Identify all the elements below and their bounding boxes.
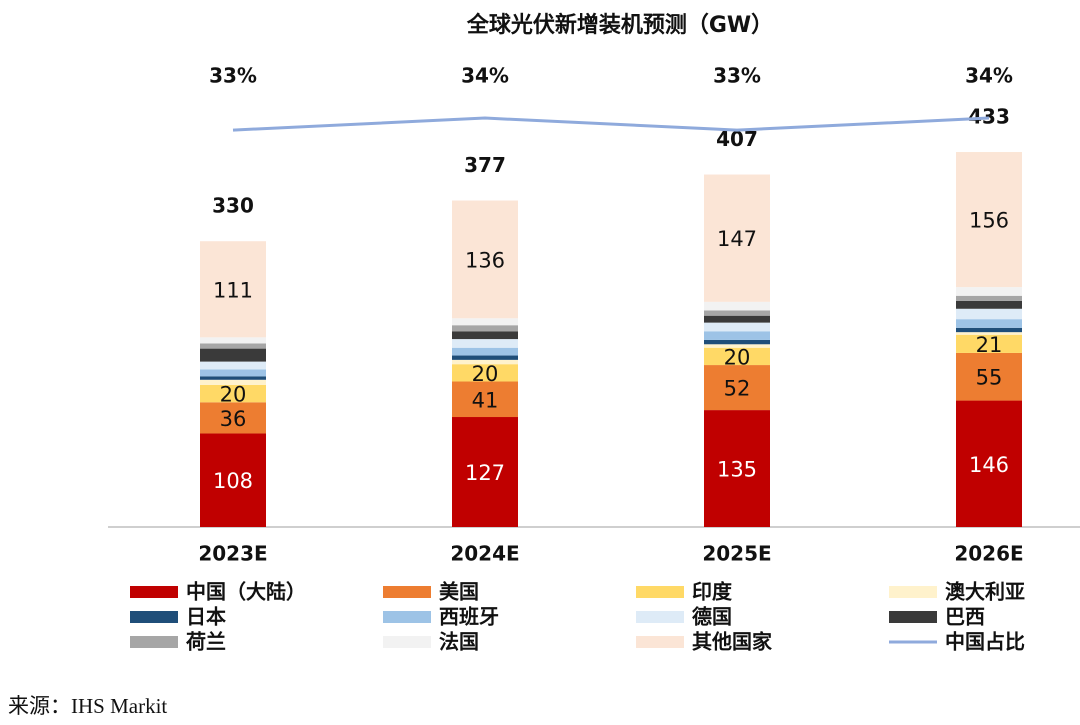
share-label: 33% — [209, 64, 257, 88]
legend-swatch — [130, 611, 178, 623]
bar-segment — [200, 433, 266, 527]
legend-swatch — [383, 636, 431, 648]
legend-label: 其他国家 — [692, 630, 773, 654]
legend-label: 日本 — [186, 605, 226, 629]
bar-segment — [704, 315, 770, 323]
x-tick-label: 2024E — [450, 542, 519, 566]
total-label: 377 — [464, 153, 506, 177]
bar-segment — [956, 332, 1022, 335]
bar-segment — [452, 381, 518, 418]
bar-segment — [704, 410, 770, 527]
legend-label: 巴西 — [945, 605, 985, 629]
legend-label: 法国 — [439, 630, 479, 654]
legend-swatch — [889, 586, 937, 598]
x-tick-label: 2023E — [198, 542, 267, 566]
legend-swatch — [383, 586, 431, 598]
legend-swatch — [383, 611, 431, 623]
bar-segment — [956, 319, 1022, 328]
data-label: 136 — [465, 248, 505, 272]
legend-label: 美国 — [439, 580, 479, 604]
data-label: 20 — [472, 362, 499, 386]
legend-label: 中国占比 — [945, 630, 1025, 654]
data-label: 20 — [724, 345, 751, 369]
legend-swatch — [130, 586, 178, 598]
share-label: 34% — [965, 64, 1013, 88]
data-label: 55 — [976, 366, 1003, 390]
bar-segment — [200, 402, 266, 434]
data-label: 156 — [969, 209, 1009, 233]
bar-segment — [704, 347, 770, 366]
bar-segment — [704, 310, 770, 316]
bar-segment — [200, 361, 266, 370]
bar-segment — [704, 301, 770, 311]
legend-label: 澳大利亚 — [945, 580, 1025, 604]
data-label: 127 — [465, 461, 505, 485]
x-tick-label: 2025E — [702, 542, 771, 566]
bar-segment — [956, 400, 1022, 527]
data-label: 146 — [969, 453, 1009, 477]
legend-swatch — [636, 636, 684, 648]
bar-segment — [200, 348, 266, 362]
bar-segment — [452, 339, 518, 348]
data-label: 20 — [220, 383, 247, 407]
bar-segment — [200, 369, 266, 377]
legend-label: 西班牙 — [439, 605, 499, 629]
bar-segment — [956, 327, 1022, 333]
bar-segment — [704, 339, 770, 345]
legend-label: 德国 — [692, 605, 732, 629]
total-label: 330 — [212, 194, 254, 218]
bar-segment — [452, 200, 518, 319]
data-label: 135 — [717, 458, 757, 482]
bar-segment — [452, 355, 518, 360]
bar-segment — [956, 352, 1022, 401]
bar-segment — [200, 384, 266, 403]
total-label: 433 — [968, 105, 1010, 129]
data-label: 108 — [213, 469, 253, 493]
bar-segment — [452, 331, 518, 340]
bar-segment — [956, 287, 1022, 296]
chart-title: 全球光伏新增装机预测（GW） — [466, 12, 773, 38]
bar-segment — [200, 379, 266, 385]
data-label: 41 — [472, 388, 499, 412]
legend-swatch — [130, 636, 178, 648]
bar-segment — [452, 325, 518, 332]
bar-segment — [704, 331, 770, 340]
bar-segment — [704, 344, 770, 348]
data-label: 36 — [220, 407, 247, 431]
bar-segment — [956, 308, 1022, 320]
bar-segment — [704, 174, 770, 302]
bar-segment — [956, 334, 1022, 353]
share-label: 33% — [713, 64, 761, 88]
bar-segment — [200, 376, 266, 380]
legend-swatch — [889, 611, 937, 623]
bar-segment — [200, 343, 266, 349]
source: 来源：IHS Markit — [8, 694, 167, 718]
bar-segment — [956, 152, 1022, 288]
legend-swatch — [636, 586, 684, 598]
bar-segment — [956, 300, 1022, 309]
x-tick-label: 2026E — [954, 542, 1023, 566]
bar-segment — [452, 417, 518, 527]
share-line — [232, 116, 990, 132]
data-label: 147 — [717, 227, 757, 251]
bar-segment — [200, 241, 266, 338]
bar-segment — [704, 322, 770, 332]
data-label: 21 — [976, 333, 1003, 357]
bar-segment — [452, 347, 518, 356]
bar-segment — [452, 364, 518, 382]
bar-segment — [704, 365, 770, 411]
legend-label: 印度 — [692, 580, 733, 604]
bar-segment — [200, 337, 266, 344]
bar-segment — [452, 359, 518, 365]
bar-segment — [956, 295, 1022, 301]
bar-segment — [452, 318, 518, 326]
data-label: 111 — [213, 278, 253, 302]
data-label: 52 — [724, 377, 751, 401]
legend-swatch — [636, 611, 684, 623]
legend-label: 中国（大陆） — [186, 580, 306, 604]
share-label: 34% — [461, 64, 509, 88]
legend-label: 荷兰 — [186, 630, 226, 654]
